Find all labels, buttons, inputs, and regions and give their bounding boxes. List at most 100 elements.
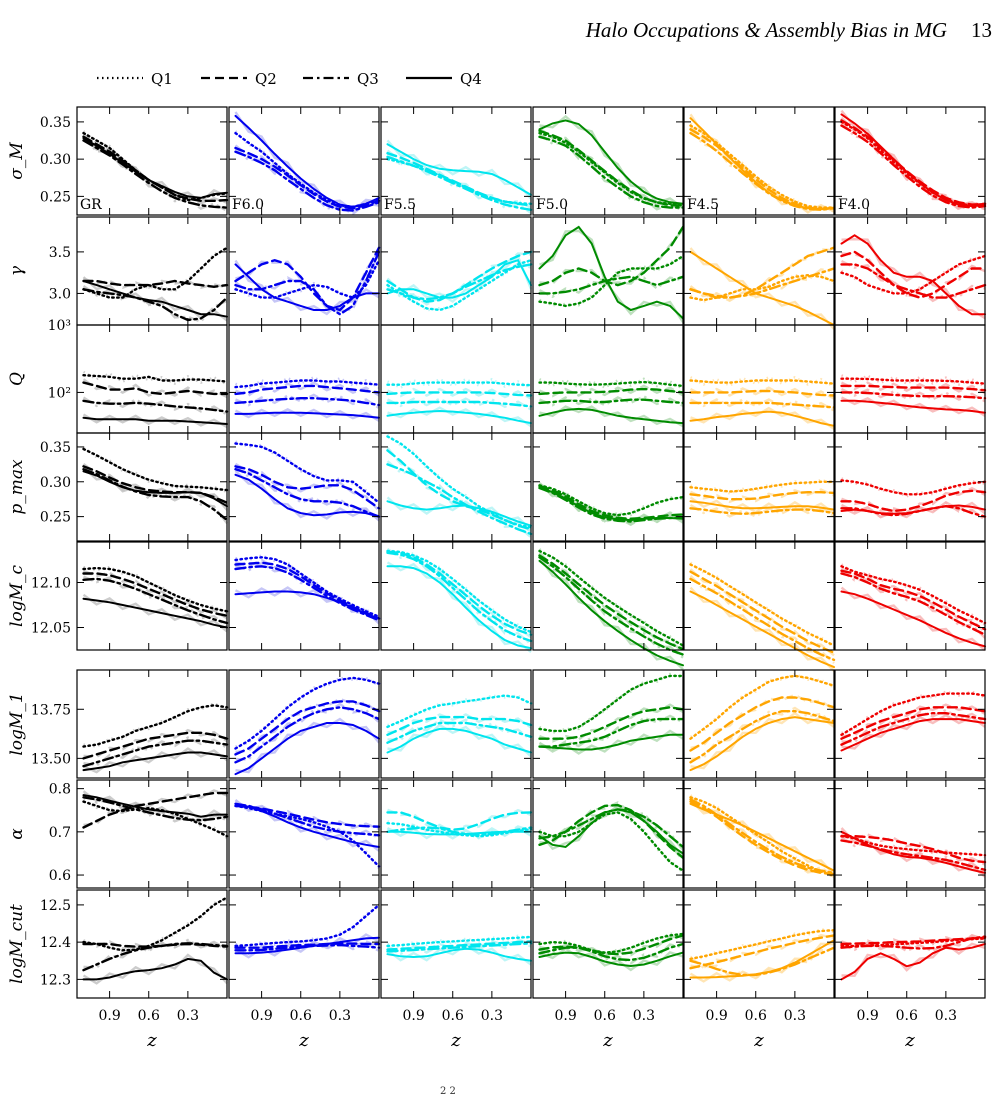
series-line-f5-0-q4 <box>538 808 684 855</box>
series-line-f4-0-q2 <box>840 706 987 740</box>
panel-frame <box>380 324 532 434</box>
series-line-f5-5-q1 <box>386 935 533 948</box>
series-line-f5-5-q4 <box>386 500 532 527</box>
series-line-f6-0-q4 <box>234 722 380 776</box>
series-line-f5-0-q1 <box>538 674 685 733</box>
raw-series-q1 <box>538 482 684 517</box>
y-tick-label: 12.10 <box>31 576 71 592</box>
raw-series-q3 <box>538 714 684 752</box>
series-line-f6-0-q1 <box>234 556 381 618</box>
panel-frame <box>76 216 228 326</box>
series-line-f4-0-q2 <box>840 250 987 299</box>
raw-series-q4 <box>689 247 835 330</box>
running-title: Halo Occupations & Assembly Bias in MG <box>585 18 947 42</box>
series-line-f5-5-q3 <box>386 263 533 301</box>
y-tick-label: 10³ <box>48 318 71 334</box>
raw-series-q3 <box>539 943 684 965</box>
panel-frame <box>683 216 835 326</box>
panel-frame <box>683 669 835 779</box>
series-line-f4-5-q4 <box>689 590 835 669</box>
series-line-f5-0-q3 <box>538 556 685 656</box>
y-tick-label: 12.05 <box>31 621 71 637</box>
series-line-f5-0-q4 <box>538 119 684 205</box>
raw-series-q1 <box>840 119 986 208</box>
panel-frame <box>380 889 532 999</box>
series-line-f5-0-q4 <box>538 559 684 667</box>
series-line-f5-5-q4 <box>386 830 532 836</box>
series-line-f4-0-q1 <box>840 692 987 736</box>
panel-frame <box>532 889 684 999</box>
x-axis-label: z <box>298 1030 309 1051</box>
series-line-f6-0-q3 <box>234 802 381 837</box>
raw-series-q3 <box>235 393 380 410</box>
series-line-f4-0-q3 <box>840 712 987 746</box>
series-line-f4-5-q4 <box>689 716 835 772</box>
raw-series-q1 <box>235 802 380 870</box>
series-line-gr-q1 <box>82 896 229 952</box>
series-line-f4-5-q4 <box>689 802 835 872</box>
panel-label-f5-5: F5.5 <box>384 197 416 213</box>
series-line-gr-q1 <box>82 374 229 383</box>
legend-label-q2: Q2 <box>255 70 277 88</box>
series-line-gr-q4 <box>82 470 228 508</box>
series-line-f5-0-q4 <box>538 225 684 320</box>
panel-frame <box>76 889 228 999</box>
x-tick-label: 0.9 <box>856 1008 878 1024</box>
panel-frame <box>228 779 380 889</box>
raw-series-q1 <box>387 547 532 635</box>
series-line-f4-5-q2 <box>689 800 836 876</box>
raw-series-q1 <box>83 898 228 954</box>
series-line-f4-5-q4 <box>689 939 835 979</box>
raw-series-q3 <box>386 397 532 411</box>
page-header: Halo Occupations & Assembly Bias in MG 1… <box>0 18 1002 48</box>
page-number: 13 <box>971 18 992 42</box>
y-tick-label: 10² <box>48 385 71 401</box>
raw-series-q1 <box>235 440 380 506</box>
series-line-f5-5-q1 <box>386 259 533 312</box>
y-axis-label-row-2: γ <box>7 265 27 276</box>
panel-frame <box>380 541 532 651</box>
raw-series-q1 <box>82 446 228 494</box>
series-line-f5-0-q1 <box>538 932 685 954</box>
raw-series-q1 <box>387 934 532 949</box>
raw-series-q3 <box>538 273 684 299</box>
panel-frame <box>532 669 684 779</box>
raw-series-q1 <box>235 905 380 949</box>
series-line-f5-5-q2 <box>386 449 533 531</box>
raw-series-q2 <box>539 228 684 285</box>
raw-series-q1 <box>234 130 380 211</box>
series-line-f4-0-q4 <box>840 718 986 752</box>
raw-series-q3 <box>83 938 228 969</box>
x-axis-label: z <box>146 1030 157 1051</box>
series-line-f4-5-q2 <box>689 570 836 654</box>
series-line-f5-0-q3 <box>538 808 685 849</box>
raw-series-q4 <box>840 827 986 878</box>
raw-series-q2 <box>234 462 380 512</box>
panel-frame <box>532 541 684 651</box>
series-line-f4-0-q3 <box>840 839 987 872</box>
raw-series-q1 <box>539 256 684 307</box>
raw-series-q2 <box>840 116 986 208</box>
series-line-gr-q4 <box>82 957 228 981</box>
series-line-f5-0-q2 <box>538 934 685 956</box>
series-line-f6-0-q4 <box>234 473 380 518</box>
series-line-f4-0-q3 <box>840 572 987 636</box>
x-tick-label: 0.6 <box>745 1008 767 1024</box>
raw-series-q2 <box>689 488 835 504</box>
series-line-f5-5-q3 <box>386 463 533 536</box>
series-line-f4-5-q4 <box>689 500 835 511</box>
series-line-f5-5-q2 <box>386 391 533 397</box>
series-line-f4-5-q4 <box>689 410 835 427</box>
series-line-f4-5-q1 <box>689 480 836 493</box>
series-line-gr-q2 <box>82 465 229 504</box>
series-line-f6-0-q1 <box>234 379 381 389</box>
series-line-f5-5-q2 <box>386 940 533 951</box>
series-line-gr-q3 <box>82 577 229 625</box>
panel-frame <box>380 779 532 889</box>
series-line-f5-5-q1 <box>386 381 533 387</box>
raw-series-q1 <box>538 130 684 207</box>
raw-series-q3 <box>539 395 684 407</box>
panel-frame <box>834 432 986 542</box>
series-line-gr-q2 <box>82 731 229 760</box>
series-line-f5-5-q4 <box>386 143 532 196</box>
